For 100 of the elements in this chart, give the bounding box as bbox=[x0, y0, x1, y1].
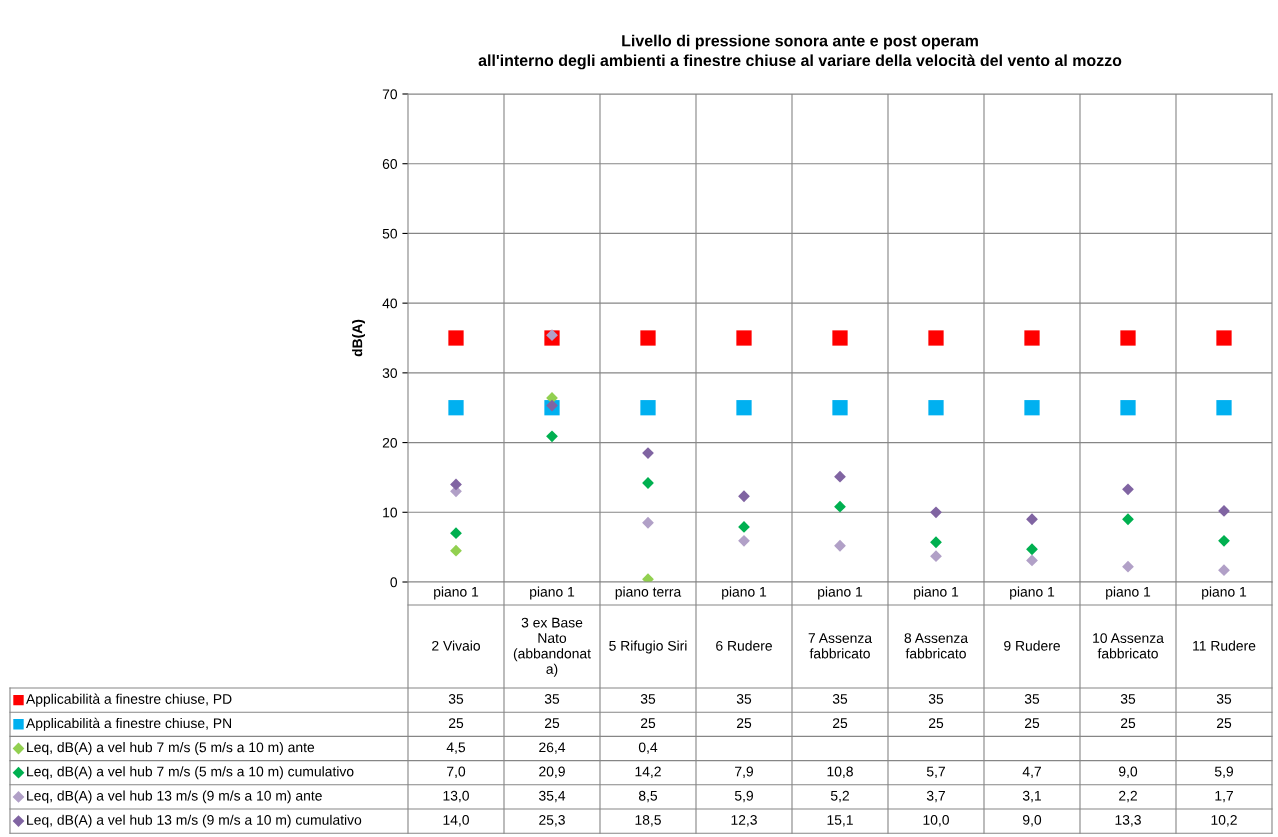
data-label: 14,2 bbox=[635, 766, 661, 779]
data-label: 7,9 bbox=[735, 766, 753, 779]
point bbox=[928, 400, 944, 416]
point bbox=[1216, 330, 1232, 346]
category-label: piano 1 10 Assenza fabbricato bbox=[1093, 586, 1164, 659]
y-tick-label: 50 bbox=[382, 228, 398, 239]
point bbox=[736, 330, 752, 346]
point bbox=[448, 330, 464, 346]
point bbox=[546, 399, 558, 412]
data-label: 5,9 bbox=[734, 790, 753, 803]
data-label: 20,9 bbox=[539, 766, 565, 779]
y-axis-title: dB(A) bbox=[352, 319, 365, 357]
point bbox=[738, 521, 750, 533]
data-label: 35 bbox=[928, 693, 944, 704]
point bbox=[834, 539, 846, 552]
data-label: 35 bbox=[832, 693, 848, 704]
y-tick-label: 40 bbox=[382, 298, 398, 309]
point bbox=[1026, 543, 1038, 556]
legend-label: Leq, dB(A) a vel hub 13 m/s (9 m/s a 10 m) cumulativo bbox=[27, 814, 362, 828]
point bbox=[546, 430, 558, 443]
point bbox=[450, 527, 462, 540]
point bbox=[448, 400, 464, 416]
data-label: 5,2 bbox=[830, 790, 849, 803]
data-label: 3,1 bbox=[1022, 790, 1041, 803]
point bbox=[1024, 330, 1040, 346]
point bbox=[642, 447, 654, 459]
point bbox=[1218, 564, 1230, 577]
data-label: 10,2 bbox=[1211, 814, 1237, 827]
data-label: 5,9 bbox=[1214, 766, 1233, 779]
y-tick-label: 60 bbox=[382, 159, 398, 169]
legend-label: Leq, dB(A) a vel hub 7 m/s (5 m/s a 10 m) ante bbox=[27, 742, 315, 755]
data-label: 13,0 bbox=[443, 790, 469, 803]
data-label: 12,3 bbox=[731, 814, 757, 827]
point bbox=[928, 330, 944, 346]
data-label: 35 bbox=[640, 693, 656, 704]
data-label: 15,1 bbox=[827, 815, 853, 827]
data-label: 7,0 bbox=[447, 766, 466, 779]
data-label: 35 bbox=[544, 693, 560, 704]
point bbox=[738, 534, 750, 547]
data-label: 26,4 bbox=[539, 742, 566, 754]
y-tick-label: 0 bbox=[390, 577, 398, 588]
category-label: piano 1 9 Rudere bbox=[1004, 586, 1060, 651]
data-label: 25 bbox=[544, 718, 560, 729]
point bbox=[1218, 505, 1230, 517]
data-label: 25 bbox=[736, 718, 752, 729]
data-label: 35 bbox=[736, 693, 752, 704]
point bbox=[930, 550, 942, 563]
point bbox=[1216, 400, 1232, 416]
data-label: 35 bbox=[1024, 693, 1040, 704]
legend-label: Leq, dB(A) a vel hub 7 m/s (5 m/s a 10 m) cumulativo bbox=[27, 766, 354, 780]
point bbox=[930, 536, 942, 549]
category-label: piano terra 5 Rifugio Siri bbox=[609, 586, 687, 654]
category-label: piano 1 6 Rudere bbox=[716, 586, 772, 651]
data-label: 4,5 bbox=[446, 742, 466, 754]
data-label: 25 bbox=[1216, 718, 1232, 729]
data-label: 5,7 bbox=[926, 766, 945, 779]
data-label: 13,3 bbox=[1115, 814, 1141, 827]
point bbox=[834, 470, 846, 483]
legend-label: Applicabilità a finestre chiuse, PN bbox=[26, 717, 231, 731]
chart-title: Livello di pressione sonora ante e post operam all'interno degli ambienti a finestre chiuse al variare della velocità del vento al mozzo bbox=[478, 34, 1122, 70]
data-label: 25 bbox=[928, 718, 944, 729]
data-label: 8,5 bbox=[638, 790, 658, 803]
data-label: 0,4 bbox=[638, 742, 658, 754]
data-label: 35 bbox=[1216, 693, 1232, 704]
point bbox=[832, 400, 848, 416]
data-label: 25 bbox=[448, 718, 464, 729]
point bbox=[1024, 400, 1040, 416]
data-label: 35 bbox=[448, 693, 464, 704]
data-label: 4,7 bbox=[1022, 766, 1041, 779]
y-tick-label: 10 bbox=[383, 507, 398, 518]
legend-label: Applicabilità a finestre chiuse, PD bbox=[26, 693, 232, 707]
data-label: 9,0 bbox=[1023, 814, 1042, 827]
point bbox=[642, 477, 654, 489]
category-label: piano 1 8 Assenza fabbricato bbox=[904, 586, 969, 659]
point bbox=[1026, 513, 1038, 526]
data-label: 35,4 bbox=[539, 790, 566, 803]
point bbox=[1122, 560, 1134, 573]
legend-label: Leq, dB(A) a vel hub 13 m/s (9 m/s a 10 m) ante bbox=[27, 790, 322, 804]
data-label: 18,5 bbox=[635, 814, 661, 827]
category-label: piano 1 2 Vivaio bbox=[432, 586, 480, 651]
data-label: 14,0 bbox=[443, 814, 469, 827]
point bbox=[1120, 330, 1136, 346]
data-label: 35 bbox=[1120, 693, 1136, 704]
category-label: piano 1 7 Assenza fabbricato bbox=[808, 586, 873, 659]
point bbox=[1122, 513, 1134, 526]
data-label: 10,0 bbox=[923, 814, 949, 827]
category-label: piano 1 3 ex Base Nato (abbandonat a) bbox=[513, 586, 591, 677]
data-label: 25 bbox=[640, 718, 656, 729]
point bbox=[1122, 483, 1134, 496]
data-label: 9,0 bbox=[1119, 766, 1138, 779]
data-label: 25 bbox=[1120, 718, 1136, 729]
y-tick-label: 20 bbox=[382, 437, 398, 448]
point bbox=[832, 330, 848, 346]
y-tick-label: 30 bbox=[382, 368, 398, 379]
data-label: 10,8 bbox=[827, 766, 853, 779]
point bbox=[834, 500, 846, 513]
point bbox=[930, 506, 942, 519]
data-label: 3,7 bbox=[926, 790, 945, 803]
point bbox=[736, 400, 752, 416]
data-label: 25 bbox=[1024, 718, 1040, 729]
